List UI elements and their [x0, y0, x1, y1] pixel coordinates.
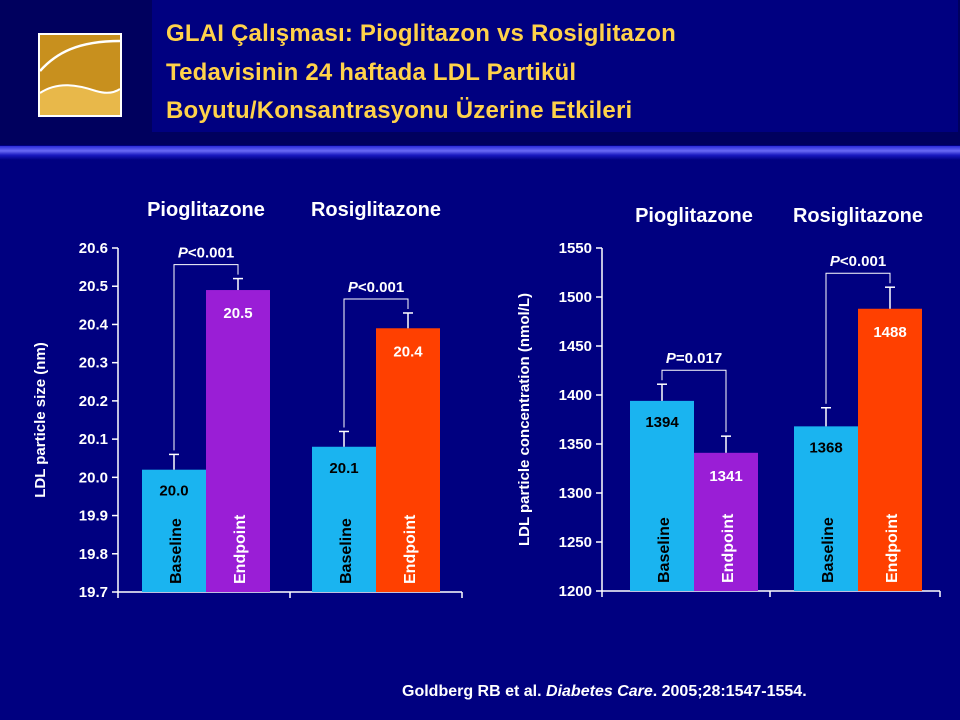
y-tick-label: 1200 [559, 583, 592, 600]
group-label: Rosiglitazone [793, 205, 923, 227]
data-label: 1394 [645, 414, 679, 431]
citation-authors: Goldberg RB et al. [402, 683, 547, 700]
bar-endpoint [858, 308, 922, 591]
chart-1: 20.6 20.5 20.4 20.3 20.2 20.1 20.0 19.9 19.8 19.7… [32, 199, 463, 601]
y-tick-label: 1250 [559, 534, 592, 551]
bar-endpoint [376, 328, 440, 592]
data-label: 20.5 [223, 305, 252, 322]
bar-category-label: Baseline [656, 517, 673, 583]
bar-category-label: Endpoint [402, 514, 419, 584]
significance-bracket [343, 298, 409, 428]
title-line-3: Boyutu/Konsantrasyonu Üzerine Etkileri [166, 97, 633, 124]
bar-baseline [142, 469, 206, 592]
citation-details: . 2005;28:1547-1554. [652, 683, 807, 700]
bar-baseline [794, 426, 858, 591]
y-tick-label: 1350 [559, 436, 592, 453]
p-value-label: P<0.001 [830, 253, 886, 270]
header-divider [0, 146, 960, 160]
y-tick-label: 20.3 [79, 355, 108, 372]
title-line-2: Tedavisinin 24 haftada LDL Partikül [166, 59, 577, 86]
bar-category-label: Endpoint [232, 514, 249, 584]
y-tick-label: 20.5 [79, 278, 108, 295]
y-tick-label: 19.9 [79, 508, 108, 525]
y-tick-label: 1300 [559, 485, 592, 502]
bar-baseline [630, 400, 694, 591]
data-label: 1488 [873, 324, 906, 341]
p-value-label: P=0.017 [666, 350, 722, 367]
significance-bracket [173, 264, 239, 451]
logo-box [0, 0, 152, 145]
y-tick-label: 1550 [559, 240, 592, 257]
bar-category-label: Baseline [168, 518, 185, 584]
y-tick-label: 20.0 [79, 469, 108, 486]
citation: Goldberg RB et al. Diabetes Care. 2005;2… [402, 683, 807, 701]
y-axis-label: LDL particle size (nm) [32, 342, 49, 498]
group-label: Rosiglitazone [311, 199, 441, 221]
bar-category-label: Baseline [338, 518, 355, 584]
p-value-label: P<0.001 [348, 279, 404, 296]
data-label: 20.4 [393, 343, 423, 360]
bar-endpoint [206, 290, 270, 592]
y-tick-label: 20.2 [79, 393, 108, 410]
data-label: 1368 [809, 439, 842, 456]
bar-baseline [312, 446, 376, 592]
group-label: Pioglitazone [635, 205, 753, 227]
title-line-1: GLAI Çalışması: Pioglitazon vs Rosiglita… [166, 20, 677, 47]
y-tick-label: 1450 [559, 338, 592, 355]
chart-2: 1550 1500 1450 1400 1350 1300 1250 1200 LDL part… [516, 205, 941, 600]
data-label: 20.1 [329, 460, 358, 477]
logo-icon [38, 33, 122, 117]
y-tick-label: 20.6 [79, 240, 108, 257]
data-label: 20.0 [159, 483, 188, 500]
y-tick-label: 19.8 [79, 546, 108, 563]
p-value-label: P<0.001 [178, 245, 234, 262]
significance-bracket [825, 272, 891, 404]
y-tick-label: 20.1 [79, 431, 108, 448]
citation-journal: Diabetes Care [546, 683, 653, 700]
y-tick-label: 1500 [559, 289, 592, 306]
bar-category-label: Baseline [820, 517, 837, 583]
y-tick-label: 20.4 [79, 316, 109, 333]
slide-title: GLAI Çalışması: Pioglitazon vs Rosiglita… [152, 0, 958, 132]
bar-category-label: Endpoint [720, 513, 737, 583]
y-axis-label: LDL particle concentration (nmol/L) [516, 293, 533, 546]
group-label: Pioglitazone [147, 199, 265, 221]
data-label: 1341 [709, 468, 742, 485]
y-tick-label: 19.7 [79, 584, 108, 601]
significance-bracket [661, 369, 727, 433]
y-tick-label: 1400 [559, 387, 592, 404]
bar-endpoint [694, 452, 758, 591]
bar-category-label: Endpoint [884, 513, 901, 583]
